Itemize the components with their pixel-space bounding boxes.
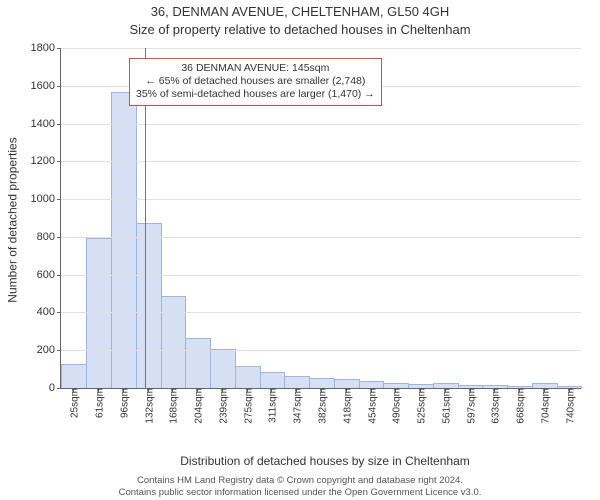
x-tick-label: 454sqm xyxy=(363,388,378,424)
histogram-bar xyxy=(309,378,335,388)
histogram-bar xyxy=(185,338,211,388)
plot-area: 02004006008001000120014001600180025sqm61… xyxy=(60,48,581,389)
x-tick-label: 347sqm xyxy=(289,388,304,424)
y-tick-label: 1600 xyxy=(31,80,61,92)
x-tick-label: 25sqm xyxy=(66,388,81,418)
grid-line xyxy=(61,312,581,313)
y-axis-label: Number of detached properties xyxy=(6,137,20,302)
annotation-line-3: 35% of semi-detached houses are larger (… xyxy=(136,88,375,101)
histogram-bar xyxy=(235,366,261,388)
x-tick-label: 382sqm xyxy=(314,388,329,424)
y-tick-label: 1800 xyxy=(31,42,61,54)
x-tick-label: 633sqm xyxy=(487,388,502,424)
x-tick-label: 597sqm xyxy=(462,388,477,424)
chart-container: 36, DENMAN AVENUE, CHELTENHAM, GL50 4GH … xyxy=(0,0,600,500)
y-tick-label: 0 xyxy=(49,382,61,394)
x-tick-label: 61sqm xyxy=(91,388,106,418)
x-tick-label: 239sqm xyxy=(214,388,229,424)
x-tick-label: 311sqm xyxy=(264,388,279,423)
x-tick-label: 668sqm xyxy=(512,388,527,424)
y-tick-label: 1000 xyxy=(31,193,61,205)
y-tick-label: 1200 xyxy=(31,155,61,167)
y-tick-label: 200 xyxy=(37,344,61,356)
annotation-box: 36 DENMAN AVENUE: 145sqm← 65% of detache… xyxy=(129,58,382,105)
y-axis-label-wrap: Number of detached properties xyxy=(6,0,20,440)
x-tick-label: 132sqm xyxy=(140,388,155,424)
annotation-line-2: ← 65% of detached houses are smaller (2,… xyxy=(136,75,375,88)
x-tick-label: 740sqm xyxy=(561,388,576,424)
x-tick-label: 561sqm xyxy=(437,388,452,424)
x-axis-label: Distribution of detached houses by size … xyxy=(60,454,590,468)
license-line-1: Contains HM Land Registry data © Crown c… xyxy=(0,475,600,486)
histogram-bar xyxy=(61,364,87,388)
x-tick-label: 704sqm xyxy=(536,388,551,424)
grid-line xyxy=(61,161,581,162)
histogram-bar xyxy=(136,223,162,388)
grid-line xyxy=(61,275,581,276)
histogram-bar xyxy=(111,92,137,388)
y-tick-label: 400 xyxy=(37,306,61,318)
y-tick-label: 600 xyxy=(37,269,61,281)
histogram-bar xyxy=(359,381,385,388)
histogram-bar xyxy=(284,376,310,388)
chart-title: Size of property relative to detached ho… xyxy=(0,22,600,37)
grid-line xyxy=(61,124,581,125)
chart-supertitle: 36, DENMAN AVENUE, CHELTENHAM, GL50 4GH xyxy=(0,4,600,19)
x-tick-label: 275sqm xyxy=(239,388,254,424)
y-tick-label: 1400 xyxy=(31,118,61,130)
grid-line xyxy=(61,237,581,238)
grid-line xyxy=(61,48,581,49)
x-tick-label: 525sqm xyxy=(413,388,428,424)
histogram-bar xyxy=(260,372,286,388)
y-tick-label: 800 xyxy=(37,231,61,243)
license-text: Contains HM Land Registry data © Crown c… xyxy=(0,475,600,498)
histogram-bar xyxy=(334,379,360,388)
histogram-bar xyxy=(210,349,236,388)
x-tick-label: 168sqm xyxy=(165,388,180,424)
license-line-2: Contains public sector information licen… xyxy=(0,487,600,498)
grid-line xyxy=(61,350,581,351)
histogram-bar xyxy=(161,296,187,388)
x-tick-label: 96sqm xyxy=(115,388,130,418)
annotation-line-1: 36 DENMAN AVENUE: 145sqm xyxy=(136,62,375,75)
grid-line xyxy=(61,199,581,200)
x-tick-label: 418sqm xyxy=(338,388,353,424)
x-tick-label: 490sqm xyxy=(388,388,403,424)
x-tick-label: 204sqm xyxy=(190,388,205,424)
